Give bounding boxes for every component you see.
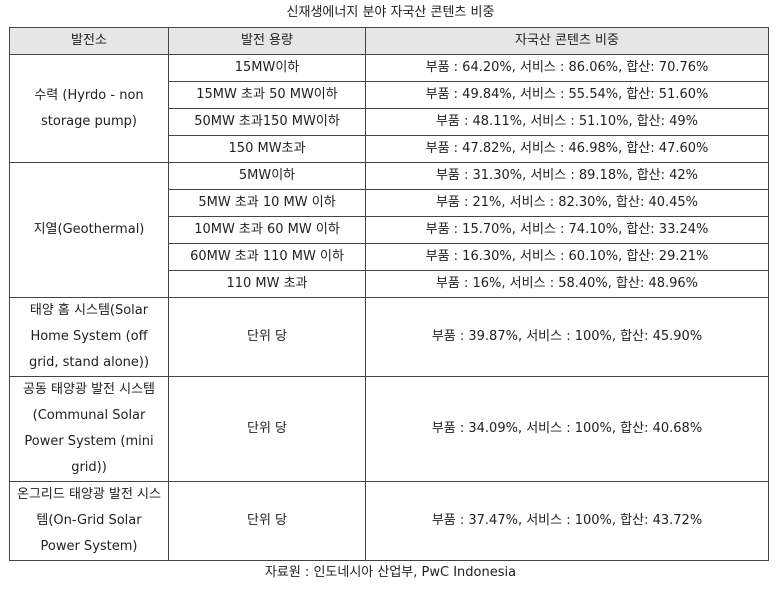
share-cell: 부품 : 48.11%, 서비스 : 51.10%, 합산: 49% <box>365 108 769 136</box>
table-row: 150 MW초과 부품 : 47.82%, 서비스 : 46.98%, 합산: … <box>10 135 769 163</box>
header-capacity: 발전 용량 <box>168 27 366 55</box>
share-cell: 부품 : 64.20%, 서비스 : 86.06%, 합산: 70.76% <box>365 54 769 82</box>
table-row: 5MW 초과 10 MW 이하 부품 : 21%, 서비스 : 82.30%, … <box>10 189 769 217</box>
share-cell: 부품 : 15.70%, 서비스 : 74.10%, 합산: 33.24% <box>365 216 769 244</box>
capacity-cell: 단위 당 <box>168 297 366 377</box>
local-content-table: 발전소 발전 용량 자국산 콘텐츠 비중 수력 (Hyrdo - non sto… <box>9 27 769 561</box>
capacity-cell: 5MW이하 <box>168 162 366 190</box>
share-cell: 부품 : 31.30%, 서비스 : 89.18%, 합산: 42% <box>365 162 769 190</box>
table-row: 50MW 초과150 MW이하 부품 : 48.11%, 서비스 : 51.10… <box>10 108 769 136</box>
plant-cell-hydro: 수력 (Hyrdo - non storage pump) <box>9 54 169 163</box>
table-row: 10MW 초과 60 MW 이하 부품 : 15.70%, 서비스 : 74.1… <box>10 216 769 244</box>
share-cell: 부품 : 16%, 서비스 : 58.40%, 합산: 48.96% <box>365 270 769 298</box>
table-row: 15MW 초과 50 MW이하 부품 : 49.84%, 서비스 : 55.54… <box>10 81 769 109</box>
share-cell: 부품 : 49.84%, 서비스 : 55.54%, 합산: 51.60% <box>365 81 769 109</box>
capacity-cell: 10MW 초과 60 MW 이하 <box>168 216 366 244</box>
capacity-cell: 5MW 초과 10 MW 이하 <box>168 189 366 217</box>
header-plant: 발전소 <box>9 27 169 55</box>
share-cell: 부품 : 16.30%, 서비스 : 60.10%, 합산: 29.21% <box>365 243 769 271</box>
table-row: 110 MW 초과 부품 : 16%, 서비스 : 58.40%, 합산: 48… <box>10 270 769 298</box>
capacity-cell: 50MW 초과150 MW이하 <box>168 108 366 136</box>
share-cell: 부품 : 47.82%, 서비스 : 46.98%, 합산: 47.60% <box>365 135 769 163</box>
page-title: 신재생에너지 분야 자국산 콘텐츠 비중 <box>286 5 495 20</box>
source-note: 자료원 : 인도네시아 산업부, PwC Indonesia <box>264 565 517 580</box>
capacity-cell: 단위 당 <box>168 376 366 482</box>
header-row: 발전소 발전 용량 자국산 콘텐츠 비중 <box>9 27 769 55</box>
table-row: 수력 (Hyrdo - non storage pump) 15MW이하 부품 … <box>9 54 769 163</box>
capacity-cell: 150 MW초과 <box>168 135 366 163</box>
header-share: 자국산 콘텐츠 비중 <box>365 27 769 55</box>
share-cell: 부품 : 21%, 서비스 : 82.30%, 합산: 40.45% <box>365 189 769 217</box>
capacity-cell: 단위 당 <box>168 481 366 561</box>
table-row: 온그리드 태양광 발전 시스템(On-Grid Solar Power Syst… <box>9 481 769 561</box>
table-row: 태양 홈 시스템(Solar Home System (off grid, st… <box>9 297 769 377</box>
plant-cell-geothermal: 지열(Geothermal) <box>9 162 169 298</box>
plant-cell-communal-solar: 공동 태양광 발전 시스템(Communal Solar Power Syste… <box>9 376 169 482</box>
plant-cell-solar-home: 태양 홈 시스템(Solar Home System (off grid, st… <box>9 297 169 377</box>
table-row: 60MW 초과 110 MW 이하 부품 : 16.30%, 서비스 : 60.… <box>10 243 769 271</box>
capacity-cell: 15MW이하 <box>168 54 366 82</box>
capacity-cell: 60MW 초과 110 MW 이하 <box>168 243 366 271</box>
plant-cell-on-grid-solar: 온그리드 태양광 발전 시스템(On-Grid Solar Power Syst… <box>9 481 169 561</box>
capacity-cell: 15MW 초과 50 MW이하 <box>168 81 366 109</box>
share-cell: 부품 : 34.09%, 서비스 : 100%, 합산: 40.68% <box>365 376 769 482</box>
table-row: 지열(Geothermal) 5MW이하 부품 : 31.30%, 서비스 : … <box>9 162 769 298</box>
share-cell: 부품 : 39.87%, 서비스 : 100%, 합산: 45.90% <box>365 297 769 377</box>
table-row: 공동 태양광 발전 시스템(Communal Solar Power Syste… <box>9 376 769 482</box>
capacity-cell: 110 MW 초과 <box>168 270 366 298</box>
share-cell: 부품 : 37.47%, 서비스 : 100%, 합산: 43.72% <box>365 481 769 561</box>
